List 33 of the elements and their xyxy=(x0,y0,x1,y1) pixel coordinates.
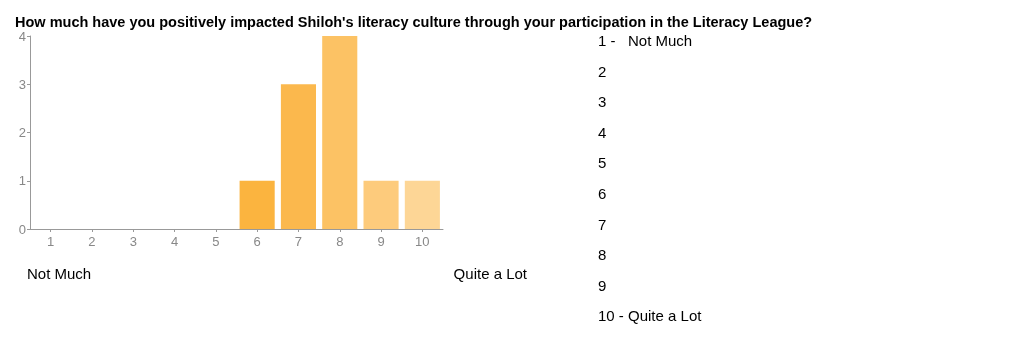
x-tick-label: 1 xyxy=(47,234,55,249)
text: 7 xyxy=(598,215,607,233)
x-tick-label: 10 xyxy=(415,234,430,249)
y-tick-label: 1 xyxy=(18,173,26,189)
x-tick-label: 3 xyxy=(129,234,137,249)
text: 10 - Quite a Lot xyxy=(598,307,703,325)
bar xyxy=(239,180,275,229)
y-tick-label: 3 xyxy=(18,76,26,92)
y-tick-label: 0 xyxy=(18,221,26,237)
text: 9 xyxy=(598,276,607,294)
text: 5 xyxy=(598,154,607,172)
x-tick-label: 6 xyxy=(253,234,261,249)
y-tick-label: 2 xyxy=(18,125,26,140)
bar xyxy=(322,36,358,229)
x-tick-label: 7 xyxy=(294,234,303,249)
bar xyxy=(363,180,399,229)
bar xyxy=(280,84,316,229)
x-tick-label: 5 xyxy=(212,234,220,249)
text: 3 xyxy=(598,93,607,111)
bar xyxy=(404,180,440,229)
text: 4 xyxy=(598,123,607,141)
y-tick-label: 4 xyxy=(18,28,26,44)
x-tick-label: 8 xyxy=(336,234,344,249)
x-tick-label: 4 xyxy=(170,234,179,249)
text: Quite a Lot xyxy=(453,265,528,282)
text: 8 xyxy=(598,246,607,264)
text: 2 xyxy=(598,62,607,80)
chart-title: How much have you positively impacted Shiloh's literacy culture through your participation in the Literacy League? xyxy=(15,13,813,30)
text: 6 xyxy=(598,185,607,202)
x-tick-label: 9 xyxy=(377,234,385,249)
x-tick-label: 2 xyxy=(88,234,96,249)
text: 1 - Not Much xyxy=(598,32,693,49)
text: Not Much xyxy=(27,265,92,282)
